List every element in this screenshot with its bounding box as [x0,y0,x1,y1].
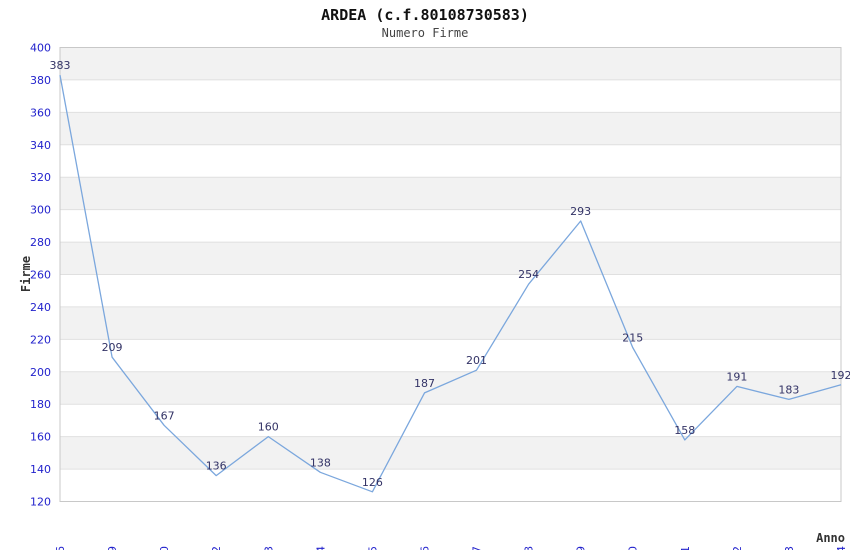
data-point-label: 158 [674,424,695,437]
y-tick-label: 240 [30,301,51,314]
x-tick-label: 2014 [314,546,327,550]
data-point-label: 201 [466,354,487,367]
x-tick-label: 2016 [418,546,431,550]
data-point-label: 187 [414,377,435,390]
y-axis-title: Firme [19,256,33,292]
x-tick-label: 2013 [262,546,275,550]
x-tick-label: 2021 [679,546,692,550]
x-tick-label: 2018 [523,546,536,550]
data-point-label: 254 [518,268,539,281]
x-tick-label: 2006 [54,546,67,550]
y-tick-label: 380 [30,74,51,87]
grid-band [60,436,841,470]
y-tick-label: 180 [30,398,51,411]
plot-border [59,47,842,502]
y-tick-label: 360 [30,106,51,119]
x-tick-label: 2015 [366,546,379,550]
y-tick-label: 400 [30,42,51,55]
chart-title: ARDEA (c.f.80108730583) [321,6,529,24]
x-tick-label: 2019 [575,546,588,550]
x-tick-label: 2010 [158,546,171,550]
data-point-label: 126 [362,476,383,489]
x-tick-label: 2017 [471,546,484,550]
data-point-label: 138 [310,456,331,469]
y-tick-label: 200 [30,366,51,379]
grid-band [60,371,841,405]
grid-band [60,242,841,275]
data-point-label: 209 [102,341,123,354]
data-point-label: 383 [50,59,71,72]
y-tick-label: 220 [30,333,51,346]
y-tick-label: 300 [30,204,51,217]
y-tick-label: 280 [30,236,51,249]
data-point-label: 192 [831,369,850,382]
x-tick-label: 2022 [731,546,744,550]
y-tick-label: 320 [30,171,51,184]
x-tick-label: 2009 [106,546,119,550]
grid-band [60,47,841,80]
data-point-label: 136 [206,460,227,473]
grid-band [60,177,841,210]
data-point-label: 160 [258,421,279,434]
data-point-label: 215 [622,331,643,344]
y-tick-label: 340 [30,139,51,152]
x-tick-label: 2024 [835,546,848,550]
y-tick-label: 140 [30,463,51,476]
x-tick-label: 2023 [783,546,796,550]
grid-band [60,306,841,340]
y-tick-label: 120 [30,496,51,509]
grid-band [60,112,841,145]
data-point-label: 293 [570,205,591,218]
y-tick-label: 260 [30,269,51,282]
data-point-label: 183 [778,383,799,396]
data-point-label: 167 [154,409,175,422]
y-tick-label: 160 [30,431,51,444]
chart-subtitle: Numero Firme [381,26,469,40]
x-axis-title: Anno [816,531,845,545]
data-point-label: 191 [726,370,747,383]
data-line [59,74,842,493]
